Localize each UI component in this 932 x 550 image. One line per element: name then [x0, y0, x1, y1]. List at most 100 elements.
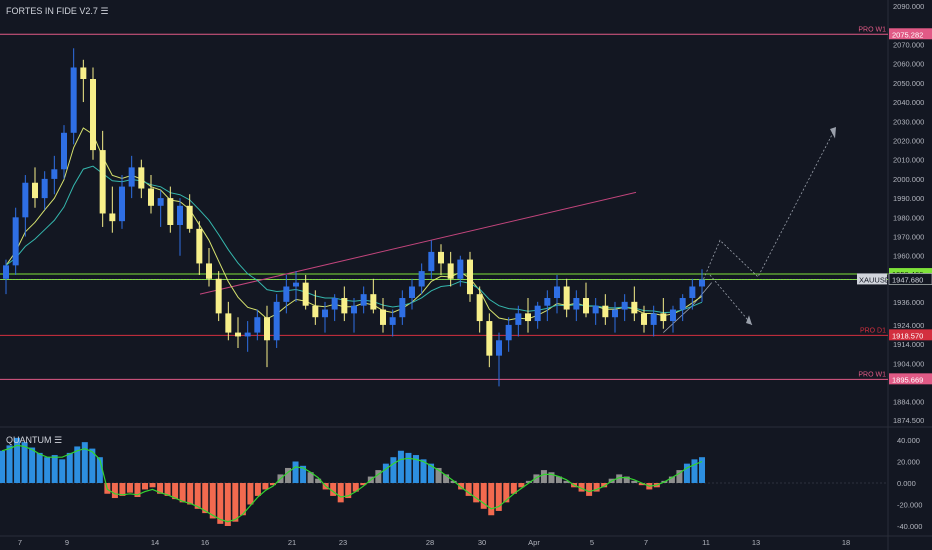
candle-body	[80, 67, 87, 80]
x-tick-label: 28	[426, 538, 434, 547]
x-tick-label: 30	[478, 538, 486, 547]
candle-body	[196, 228, 203, 264]
oscillator-bar	[269, 483, 276, 486]
candle-body	[138, 167, 145, 189]
oscillator-bar	[157, 483, 164, 494]
candle-body	[650, 313, 657, 325]
oscillator-bar	[382, 463, 389, 483]
candle-body	[128, 167, 135, 187]
oscillator-bar	[89, 448, 96, 483]
oscillator-bar	[224, 483, 231, 526]
candle-body	[631, 301, 638, 314]
candle-body	[254, 317, 261, 333]
price-level-badge-text: 1895.669	[892, 375, 923, 384]
y-tick-label: 2020.000	[893, 136, 924, 145]
candle-body	[467, 259, 473, 295]
oscillator-bar	[96, 457, 103, 483]
arrow-head	[746, 315, 752, 325]
candle-body	[438, 251, 444, 264]
oscillator-bar	[510, 483, 517, 494]
oscillator-bar	[134, 483, 141, 497]
oscillator-bar	[450, 480, 457, 483]
x-tick-label: 18	[842, 538, 850, 547]
candle-body	[3, 265, 9, 279]
oscillator-bar	[126, 483, 133, 493]
oscillator-bar	[428, 463, 435, 483]
candle-body	[206, 263, 212, 279]
candle-body	[515, 313, 522, 325]
oscillator-bar	[262, 483, 269, 490]
price-level-label: PRO D1	[860, 327, 886, 334]
candle-body	[447, 263, 454, 279]
candle-body	[351, 305, 357, 314]
candle-body	[679, 298, 686, 310]
oscillator-bar	[480, 483, 487, 509]
trend-line	[199, 191, 637, 295]
oscillator-bar	[495, 483, 502, 511]
oscillator-bar	[0, 450, 5, 483]
oscillator-bar	[352, 483, 359, 492]
candle-body	[380, 309, 386, 325]
candles	[3, 48, 705, 387]
x-tick-label: 23	[339, 538, 347, 547]
oscillator-bar	[458, 483, 465, 490]
oscillator-bar	[540, 470, 547, 483]
candle-body	[12, 217, 19, 266]
oscillator-bar	[285, 467, 292, 483]
candle-body	[32, 182, 38, 199]
oscillator-bar	[164, 483, 171, 496]
candle-body	[612, 309, 618, 318]
candle-body	[505, 324, 512, 341]
candle-body	[592, 305, 599, 314]
oscillator-bar	[525, 480, 532, 483]
candle-body	[525, 313, 531, 322]
oscillator-bar	[36, 452, 43, 483]
oscillator-bar	[555, 476, 562, 483]
candle-body	[409, 286, 415, 299]
candle-body	[273, 301, 280, 341]
oscillator-bar	[631, 480, 638, 483]
oscillator-bar	[676, 470, 683, 483]
y-tick-label: 2010.000	[893, 156, 924, 165]
x-tick-label: 14	[151, 538, 159, 547]
oscillator-bar	[578, 483, 585, 492]
oscillator-bar	[616, 474, 623, 483]
candle-body	[660, 313, 667, 322]
y-tick-label: 1980.000	[893, 213, 924, 222]
oscillator-bar	[503, 483, 510, 503]
projection-bull-path	[701, 126, 837, 283]
oscillator-bar	[194, 483, 201, 509]
osc-y-tick-label: 0.000	[897, 479, 916, 488]
osc-y-tick-label: 40.000	[897, 436, 920, 445]
price-level-badge	[889, 28, 932, 40]
candle-body	[602, 305, 609, 318]
oscillator-bar	[111, 483, 118, 499]
y-tick-label: 2060.000	[893, 60, 924, 69]
oscillator-bar	[300, 465, 307, 483]
oscillator-bar	[217, 483, 224, 524]
oscillator-bar	[375, 470, 382, 483]
oscillator-bar	[202, 483, 209, 514]
candle-body	[109, 213, 116, 222]
candle-body	[90, 79, 96, 151]
candle-body	[486, 321, 493, 356]
oscillator-bar	[586, 483, 593, 496]
oscillator-bar	[239, 483, 246, 516]
oscillator-bar	[638, 483, 645, 486]
sub-indicator-title[interactable]: QUANTUM ☰	[6, 435, 63, 445]
oscillator-signal-line	[1, 444, 703, 523]
quantum-oscillator	[0, 437, 705, 526]
price-level-badge-text: 2075.282	[892, 30, 923, 39]
osc-y-tick-label: -40.000	[897, 522, 922, 531]
oscillator-bar	[81, 442, 88, 483]
oscillator-bar	[172, 483, 179, 500]
y-tick-label: 1970.000	[893, 233, 924, 242]
oscillator-bar	[51, 455, 58, 483]
candle-body	[583, 298, 589, 314]
oscillator-bar	[6, 445, 13, 483]
oscillator-bar	[345, 483, 352, 499]
osc-y-tick-label: 20.000	[897, 458, 920, 467]
main-indicator-title[interactable]: FORTES IN FIDE V2.7 ☰	[6, 6, 109, 16]
candle-body	[621, 301, 628, 310]
